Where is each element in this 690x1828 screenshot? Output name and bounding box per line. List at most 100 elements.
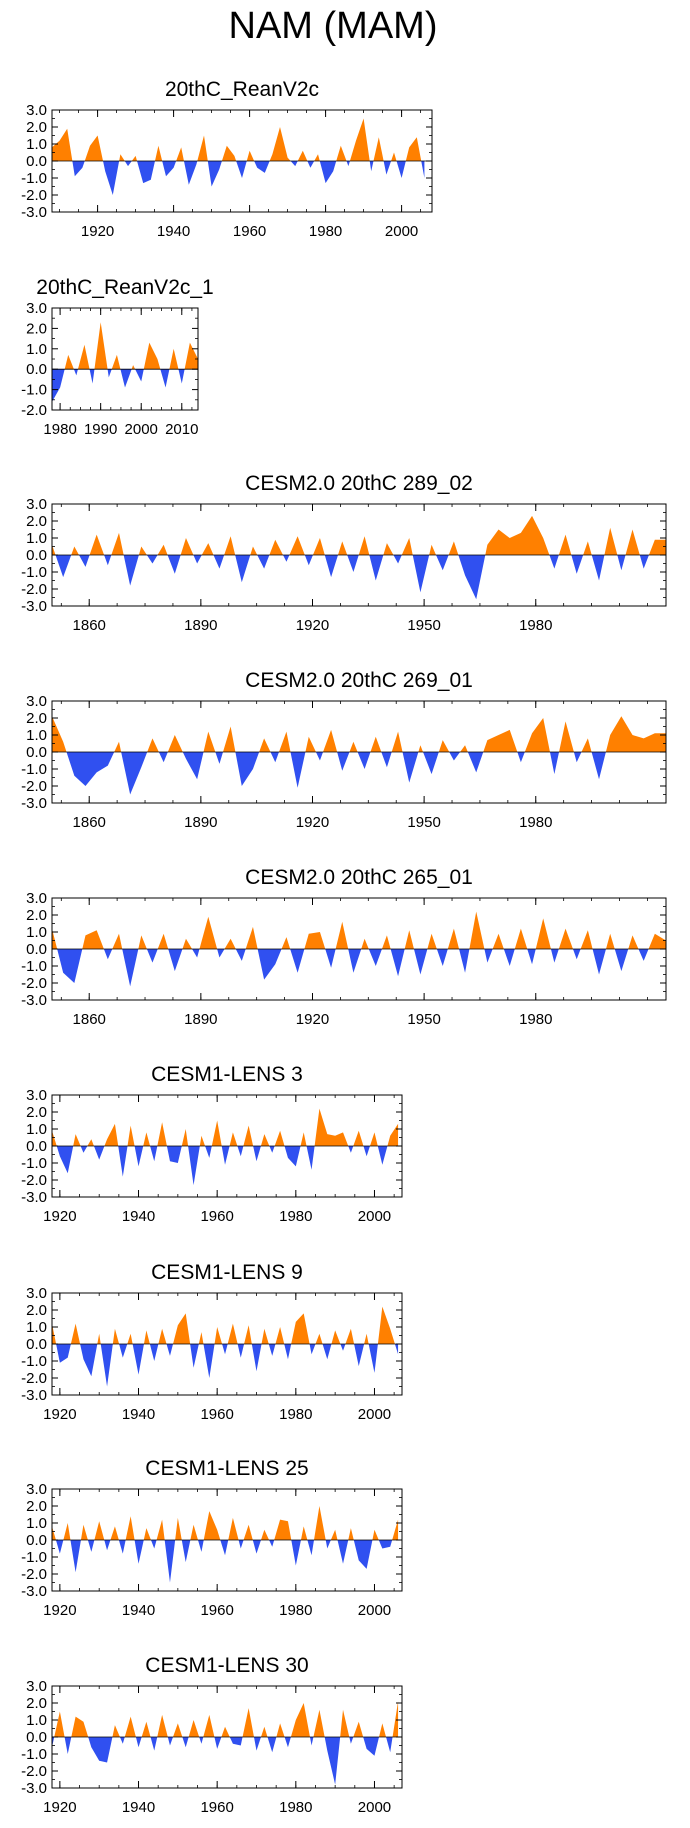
positive-area-nam (52, 1701, 399, 1737)
x-tick-label: 1920 (296, 1011, 329, 1028)
panel-1: 20thC_ReanV2c 3.02.01.00.0-1.0-2.0-3.0 192… (21, 78, 433, 240)
y-tick-label: -1.0 (21, 958, 47, 975)
y-tick-label: 0.0 (26, 1138, 47, 1155)
x-tick-label: 1940 (122, 1799, 155, 1816)
panel-9: CESM1-LENS 30 3.02.01.00.0-1.0-2.0-3.0 192… (21, 1654, 403, 1816)
panel-4: CESM2.0 20thC 269_01 3.02.01.00.0-1.0-2.0… (21, 669, 667, 831)
panel-title: CESM1-LENS 9 (151, 1261, 303, 1284)
y-tick-label: -3.0 (21, 1583, 47, 1600)
panel-8: CESM1-LENS 25 3.02.01.00.0-1.0-2.0-3.0 192… (21, 1457, 403, 1619)
y-tick-label: 2.0 (26, 320, 47, 337)
x-tick-label: 2010 (165, 421, 198, 438)
y-tick-label: -3.0 (21, 204, 47, 221)
y-tick-label: -3.0 (21, 795, 47, 812)
panel-title: CESM1-LENS 25 (145, 1457, 308, 1480)
y-tick-label: 1.0 (26, 727, 47, 744)
y-tick-label: 0.0 (26, 744, 47, 761)
y-tick-label: 3.0 (26, 1285, 47, 1302)
panel-title: CESM2.0 20thC 289_02 (245, 472, 473, 495)
x-tick-label: 2000 (358, 1602, 391, 1619)
y-tick-label: -3.0 (21, 992, 47, 1009)
panel-title: CESM1-LENS 3 (151, 1063, 303, 1086)
y-tick-label: 3.0 (26, 102, 47, 119)
x-tick-label: 1960 (200, 1406, 233, 1423)
x-tick-label: 1920 (43, 1208, 76, 1225)
y-tick-label: -2.0 (21, 975, 47, 992)
y-tick-label: -1.0 (21, 1353, 47, 1370)
y-tick-label: -3.0 (21, 1189, 47, 1206)
y-tick-label: 2.0 (26, 1302, 47, 1319)
y-tick-label: 2.0 (26, 1498, 47, 1515)
x-tick-label: 1940 (157, 223, 190, 240)
y-tick-label: -1.0 (21, 1549, 47, 1566)
x-tick-label: 1980 (279, 1602, 312, 1619)
negative-area-nam (52, 949, 666, 987)
x-tick-label: 1940 (122, 1602, 155, 1619)
panel-title: 20thC_ReanV2c (165, 78, 319, 101)
x-tick-label: 1860 (73, 617, 106, 634)
x-tick-label: 1950 (407, 617, 440, 634)
panel-title: 20thC_ReanV2c_1 (36, 276, 213, 299)
x-tick-label: 1920 (81, 223, 114, 240)
x-tick-label: 1920 (296, 814, 329, 831)
x-tick-label: 1980 (43, 421, 76, 438)
y-tick-label: 2.0 (26, 1695, 47, 1712)
y-tick-label: 0.0 (26, 1729, 47, 1746)
x-tick-label: 1860 (73, 814, 106, 831)
y-tick-label: -2.0 (21, 402, 47, 419)
y-tick-label: 1.0 (26, 530, 47, 547)
y-tick-label: 3.0 (26, 1678, 47, 1695)
x-tick-label: 1890 (184, 617, 217, 634)
positive-area-nam (52, 716, 666, 752)
x-tick-label: 2000 (385, 223, 418, 240)
y-tick-label: -2.0 (21, 778, 47, 795)
y-tick-label: -2.0 (21, 187, 47, 204)
y-tick-label: -3.0 (21, 1387, 47, 1404)
positive-area-nam (52, 1506, 399, 1540)
x-tick-label: 1920 (296, 617, 329, 634)
x-tick-label: 1950 (407, 1011, 440, 1028)
panel-3: CESM2.0 20thC 289_02 3.02.01.00.0-1.0-2.0… (21, 472, 667, 634)
x-tick-label: 1980 (519, 814, 552, 831)
y-tick-label: -2.0 (21, 1370, 47, 1387)
x-tick-label: 1860 (73, 1011, 106, 1028)
y-tick-label: 0.0 (26, 547, 47, 564)
panel-7: CESM1-LENS 9 3.02.01.00.0-1.0-2.0-3.0 1920… (21, 1261, 403, 1423)
y-tick-label: 1.0 (26, 1121, 47, 1138)
y-tick-label: 0.0 (26, 153, 47, 170)
negative-area-nam (52, 555, 666, 600)
y-tick-label: 1.0 (26, 1319, 47, 1336)
y-tick-label: 1.0 (26, 341, 47, 358)
x-tick-label: 1960 (200, 1602, 233, 1619)
figure-title: NAM (MAM) (229, 5, 438, 47)
y-tick-label: 0.0 (26, 1532, 47, 1549)
x-tick-label: 2000 (358, 1799, 391, 1816)
negative-area-nam (52, 752, 666, 795)
x-tick-label: 1960 (200, 1799, 233, 1816)
x-tick-label: 2000 (358, 1208, 391, 1225)
negative-area-nam (52, 1344, 399, 1387)
negative-area-nam (52, 1737, 399, 1785)
negative-area-nam (52, 1540, 399, 1583)
y-tick-label: 3.0 (26, 1087, 47, 1104)
x-tick-label: 1920 (43, 1799, 76, 1816)
y-tick-label: -1.0 (21, 761, 47, 778)
x-tick-label: 1890 (184, 1011, 217, 1028)
positive-area-nam (52, 118, 425, 161)
panel-title: CESM2.0 20thC 265_01 (245, 866, 473, 889)
y-tick-label: -3.0 (21, 1780, 47, 1797)
x-tick-label: 2000 (125, 421, 158, 438)
y-tick-label: 3.0 (26, 890, 47, 907)
x-tick-label: 1980 (279, 1406, 312, 1423)
panel-title: CESM1-LENS 30 (145, 1654, 308, 1677)
plot-frame (51, 307, 199, 411)
positive-area-nam (52, 322, 198, 370)
x-tick-label: 1940 (122, 1406, 155, 1423)
positive-area-nam (52, 515, 666, 555)
y-tick-label: 0.0 (26, 1336, 47, 1353)
y-tick-label: -1.0 (21, 564, 47, 581)
y-tick-label: 3.0 (26, 300, 47, 317)
y-tick-label: 1.0 (26, 1515, 47, 1532)
panel-6: CESM1-LENS 3 3.02.01.00.0-1.0-2.0-3.0 1920… (21, 1063, 403, 1225)
y-tick-label: 2.0 (26, 710, 47, 727)
